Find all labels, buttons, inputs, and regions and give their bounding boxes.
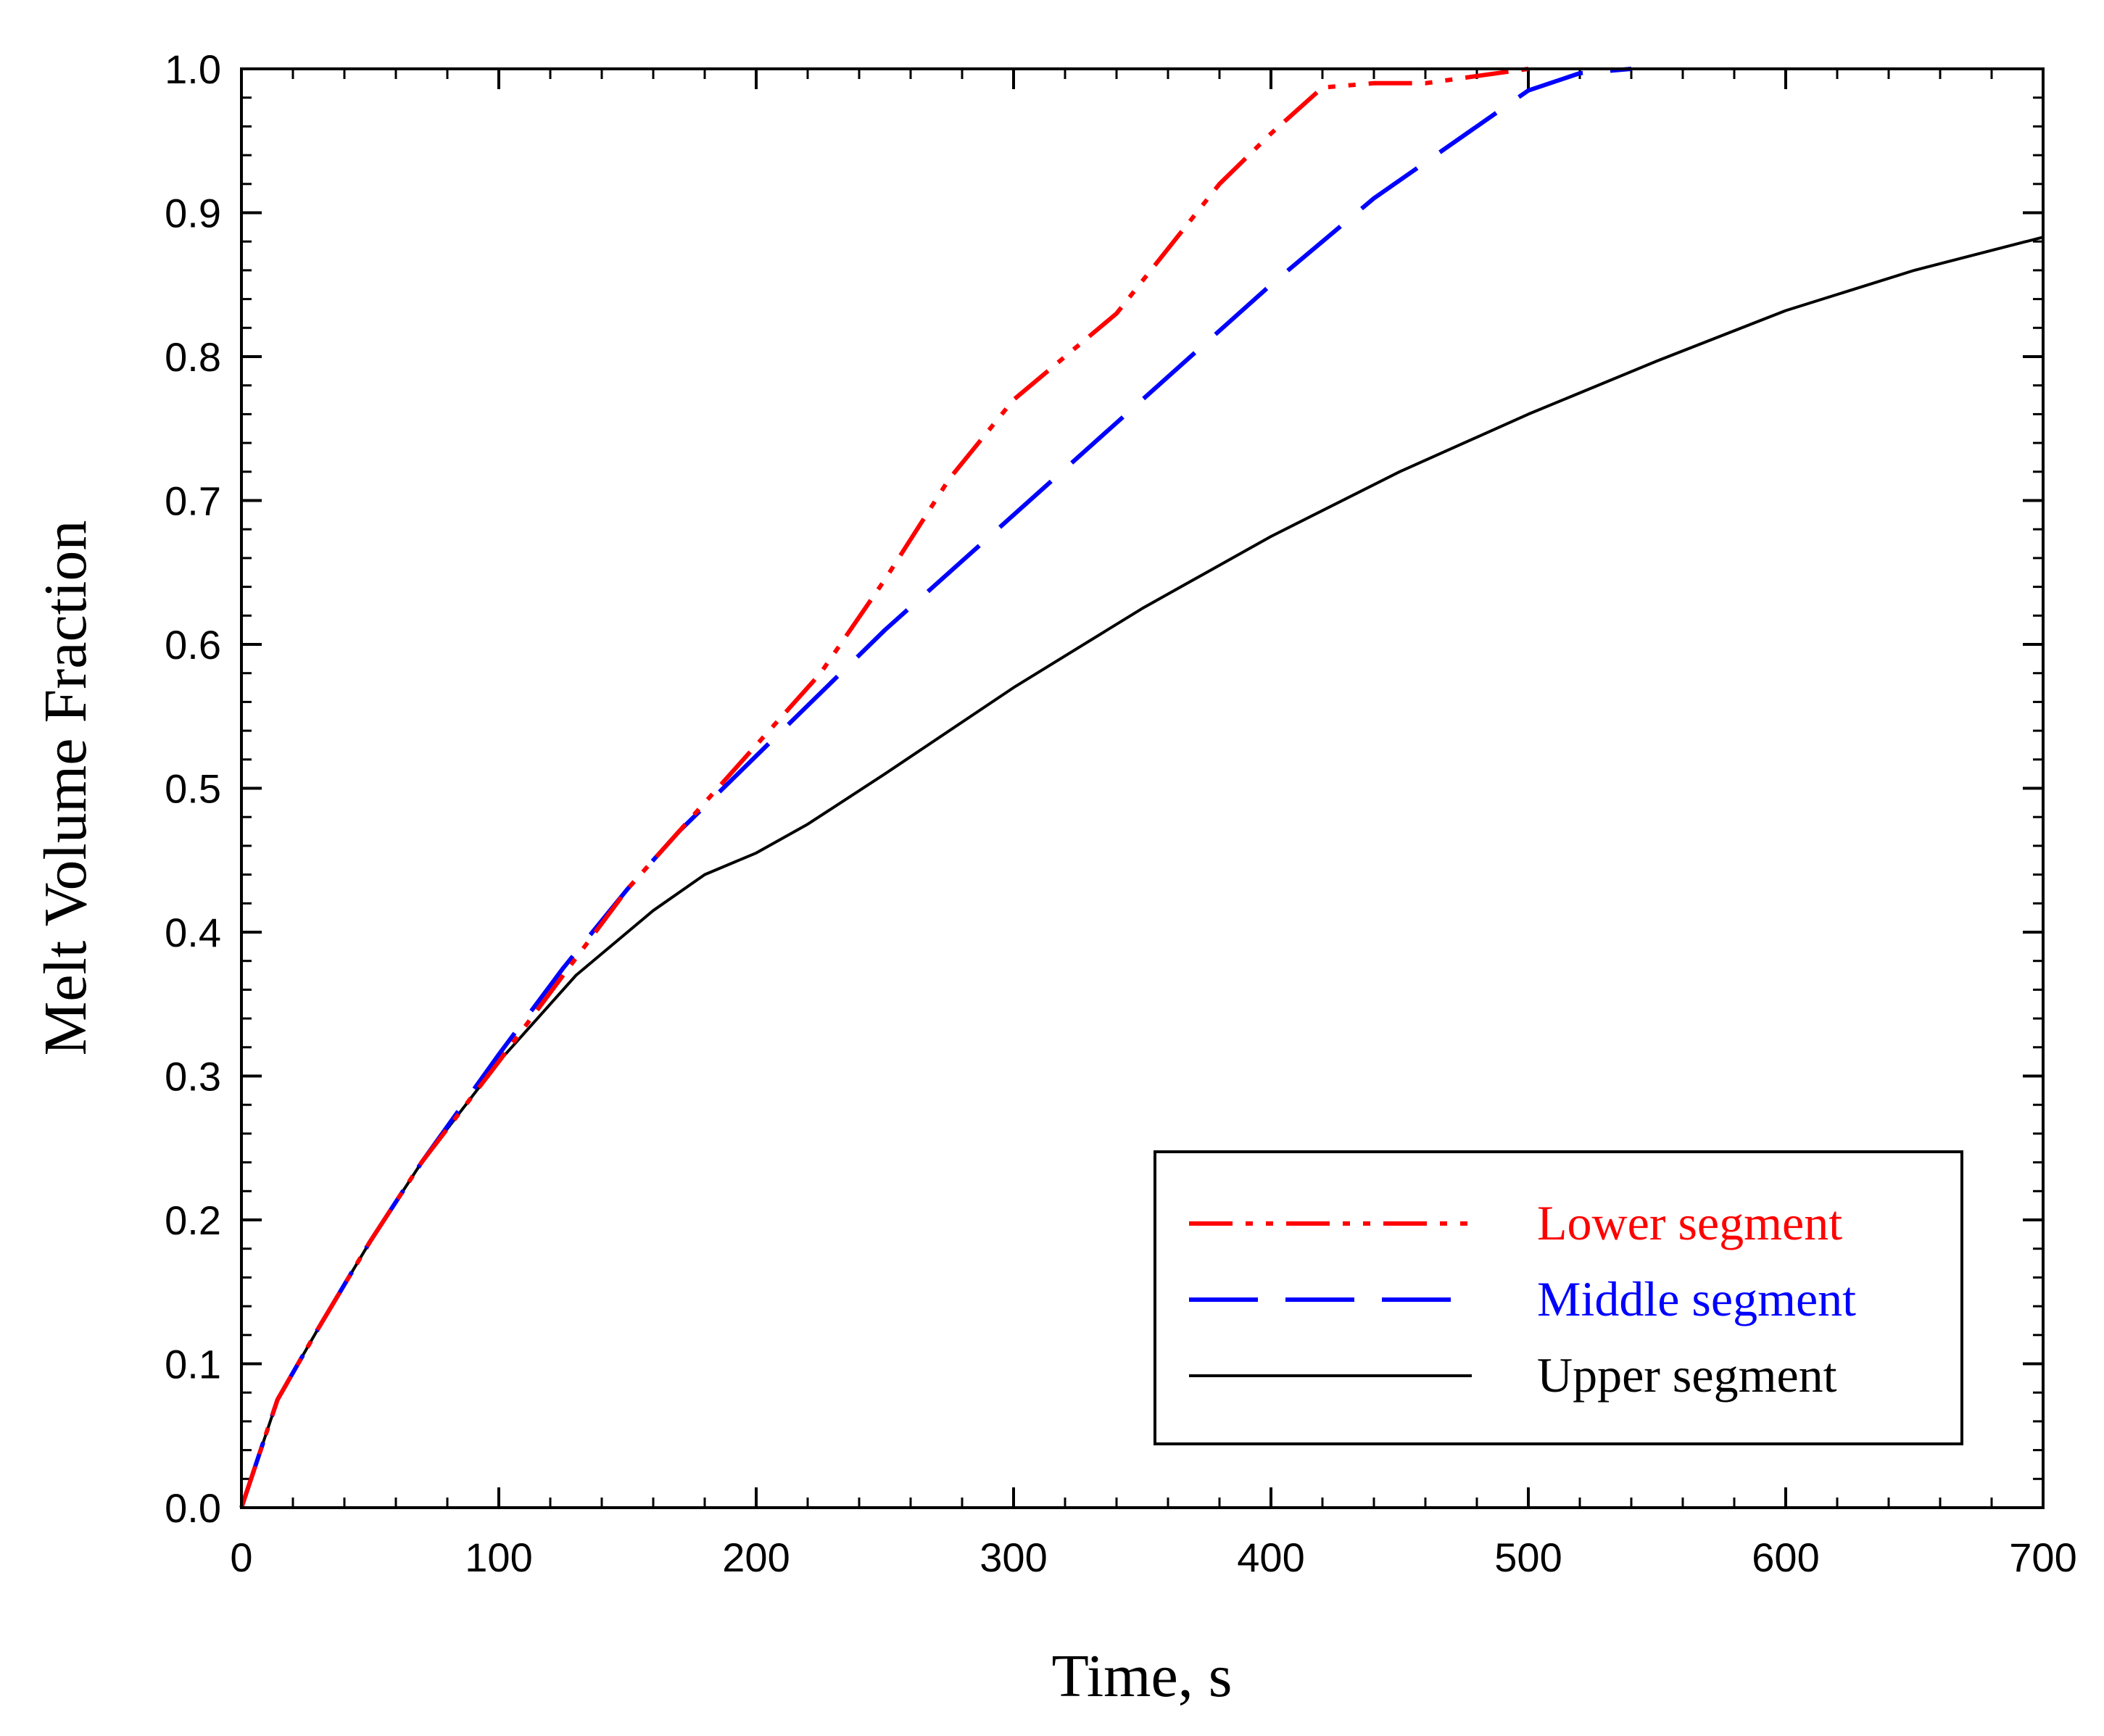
- x-tick-label: 700: [2009, 1534, 2076, 1580]
- legend-label-lower: Lower segment: [1537, 1195, 1842, 1250]
- legend: Lower segment Middle segment Upper segme…: [1154, 1150, 1963, 1445]
- y-tick-label: 0.4: [165, 910, 221, 955]
- y-axis-title: Melt Volume Fraction: [32, 520, 99, 1056]
- x-tick-label: 100: [465, 1534, 532, 1580]
- y-tick-label: 0.1: [165, 1342, 221, 1387]
- x-tick-label: 200: [722, 1534, 790, 1580]
- x-tick-label: 500: [1494, 1534, 1562, 1580]
- x-tick-label: 0: [230, 1534, 252, 1580]
- y-tick-label: 0.7: [165, 478, 221, 524]
- y-tick-label: 0.6: [165, 622, 221, 668]
- x-tick-label: 300: [979, 1534, 1047, 1580]
- legend-label-middle: Middle segment: [1537, 1271, 1856, 1326]
- y-tick-label: 0.2: [165, 1197, 221, 1243]
- y-tick-label: 0.0: [165, 1485, 221, 1531]
- x-axis-title: Time, s: [1051, 1642, 1232, 1710]
- legend-samples: [1189, 1221, 1472, 1377]
- y-tick-label: 0.9: [165, 191, 221, 236]
- legend-label-upper: Upper segment: [1537, 1347, 1837, 1403]
- y-tick-label: 0.5: [165, 766, 221, 812]
- x-tick-label: 400: [1237, 1534, 1304, 1580]
- plot-frame: [240, 67, 2045, 1509]
- y-tick-label: 0.8: [165, 334, 221, 380]
- y-tick-label: 1.0: [165, 46, 221, 92]
- tick-labels: 0 100 200 300 400 500 600 700 0.0 0.1 0.2 0.3 0.4 0.5…: [165, 46, 2077, 1580]
- x-tick-label: 600: [1752, 1534, 1819, 1580]
- series-line-lower-segment: [239, 67, 1529, 1508]
- y-tick-label: 0.3: [165, 1054, 221, 1100]
- series-lines: [239, 67, 2044, 1508]
